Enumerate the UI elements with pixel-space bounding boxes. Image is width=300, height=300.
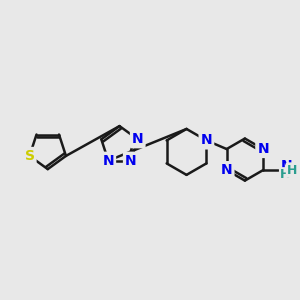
Text: N: N (132, 132, 143, 146)
Text: N: N (257, 142, 269, 156)
Text: N: N (125, 154, 136, 168)
Text: H: H (287, 164, 297, 177)
Text: N: N (280, 159, 292, 173)
Text: N: N (201, 134, 212, 147)
Text: H: H (280, 168, 291, 182)
Text: N: N (103, 154, 114, 168)
Text: N: N (221, 163, 232, 177)
Text: S: S (25, 149, 34, 163)
